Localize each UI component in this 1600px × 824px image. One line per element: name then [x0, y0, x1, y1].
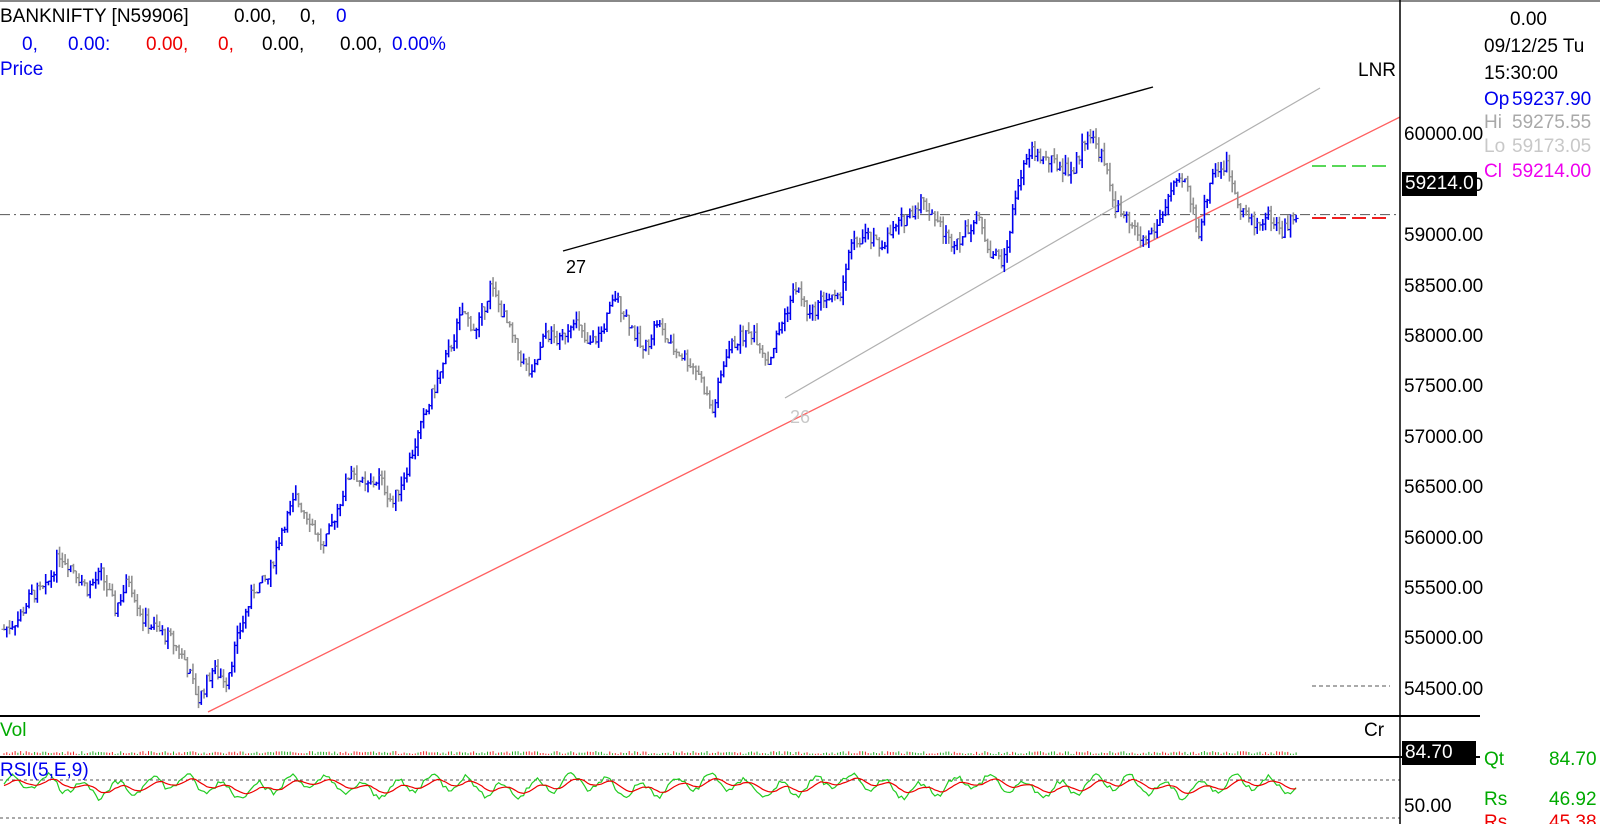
lnr-label: LNR: [1358, 60, 1397, 81]
header-stat-1: 0.00:: [68, 34, 111, 55]
pivot-label-peak: 27: [566, 257, 587, 277]
y-tick-label: 58500.00: [1404, 275, 1484, 297]
header-stat-2: 0.00,: [146, 34, 189, 55]
header-value-1: 0.00,: [234, 6, 277, 27]
grid-lines: [0, 165, 1400, 687]
info-close-value: 59214.00: [1512, 161, 1592, 182]
header-stat-4: 0.00,: [262, 34, 305, 55]
rsi-rs2-value: 45.38: [1549, 812, 1597, 824]
pane-label-rsi: RSI(5,E,9): [0, 760, 89, 781]
pane-label-volume: Vol: [0, 720, 27, 741]
pivot-label-trough: 26: [790, 407, 811, 427]
info-low-value: 59173.05: [1512, 136, 1592, 157]
symbol-title: BANKNIFTY [N59906]: [0, 6, 189, 27]
info-open-value: 59237.90: [1512, 89, 1592, 110]
trend-lines: [207, 86, 1401, 713]
y-tick-label: 55000.00: [1404, 628, 1484, 650]
header-stat-5: 0.00,: [340, 34, 383, 55]
gray-channel-line: [784, 87, 1321, 399]
header-stat-3: 0,: [218, 34, 234, 55]
y-tick-label: 57000.00: [1404, 426, 1484, 448]
info-top-value: 0.00: [1510, 9, 1547, 30]
volume-qt-value: 84.70: [1549, 749, 1597, 770]
info-high-label: Hi: [1484, 112, 1502, 133]
header-value-2: 0,: [300, 6, 316, 27]
pane-label-price: Price: [0, 59, 44, 80]
rsi-line: [3, 771, 1297, 802]
info-time: 15:30:00: [1484, 63, 1558, 84]
info-open-label: Op: [1484, 89, 1510, 110]
y-tick-label: 56500.00: [1404, 477, 1484, 499]
volume-unit-label: Cr: [1364, 720, 1385, 741]
last-price-tag: 59214.0: [1402, 172, 1477, 196]
y-tick-label: 59000.00: [1404, 225, 1484, 247]
black-trend-line: [562, 86, 1154, 252]
y-tick-label: 60000.00: [1404, 124, 1484, 146]
rsi-rs-label: Rs: [1484, 789, 1508, 810]
y-tick-label: 57500.00: [1404, 376, 1484, 398]
volume-bars: [3, 751, 1297, 755]
rsi-tick-50: 50.00: [1404, 796, 1452, 817]
info-date: 09/12/25 Tu: [1484, 36, 1585, 57]
red-trend-line: [207, 116, 1401, 713]
volume-tag: 84.70: [1402, 741, 1476, 765]
info-low-label: Lo: [1484, 136, 1506, 157]
rsi-rs-value: 46.92: [1549, 789, 1597, 810]
y-tick-label: 56000.00: [1404, 527, 1484, 549]
rsi-signal-line: [3, 777, 1297, 795]
y-tick-label: 58000.00: [1404, 326, 1484, 348]
y-tick-label: 55500.00: [1404, 578, 1484, 599]
volume-qt-label: Qt: [1484, 749, 1505, 770]
header-stat-0: 0,: [22, 34, 38, 55]
header-stats-row: 0, 0.00: 0.00, 0, 0.00, 0.00, 0.00%: [0, 34, 480, 58]
y-tick-label: 54500.00: [1404, 678, 1484, 700]
header-value-3: 0: [336, 6, 347, 27]
info-high-value: 59275.55: [1512, 112, 1592, 133]
ohlc-bars: [1, 128, 1299, 709]
info-close-label: Cl: [1484, 161, 1502, 182]
rsi-rs2-label: Rs: [1484, 812, 1508, 824]
header-stat-6: 0.00%: [392, 34, 446, 55]
rsi-lines: [0, 771, 1400, 819]
